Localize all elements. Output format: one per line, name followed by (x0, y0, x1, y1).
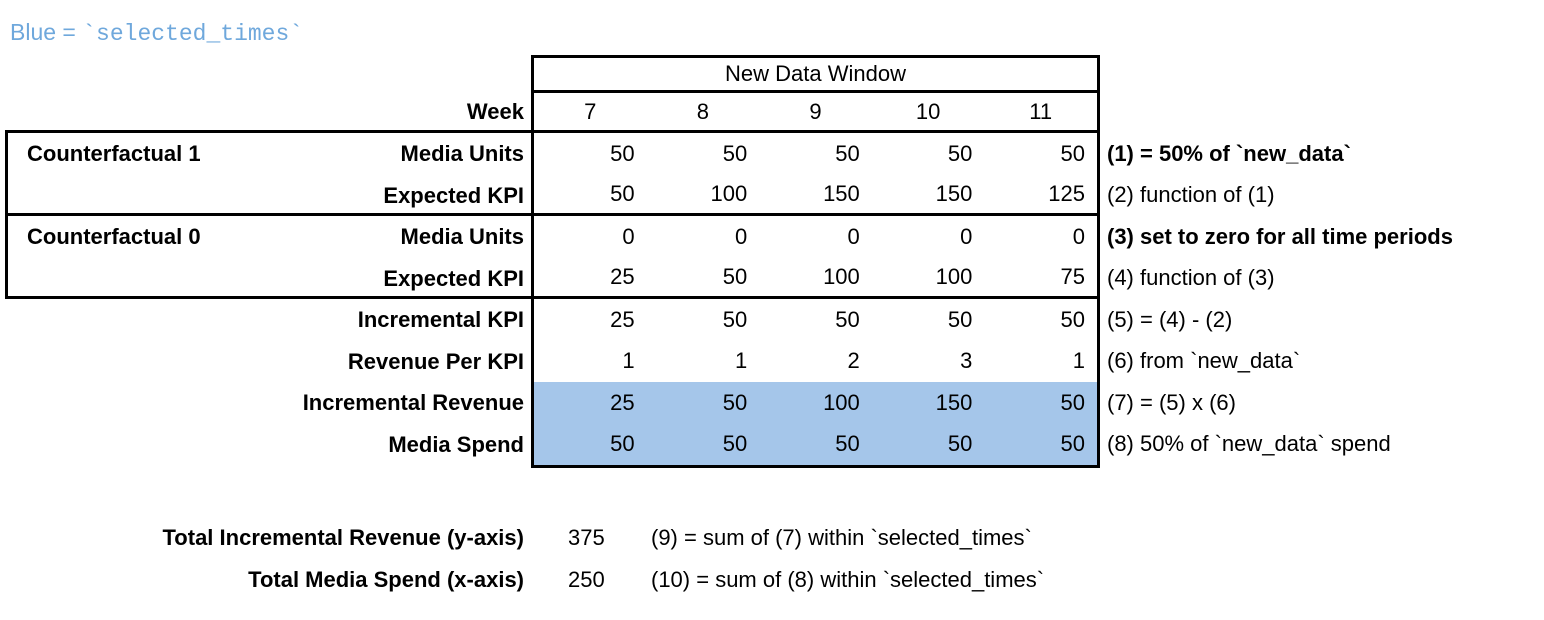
data-table: New Data Window 7 8 9 10 11 50 50 50 50 … (531, 55, 1100, 468)
table-cell: 50 (835, 306, 860, 332)
table-cell: 25 (534, 258, 647, 299)
row-label-expected-kpi-cf1: Expected KPI (383, 182, 524, 208)
table-cell: 50 (646, 258, 760, 299)
table-cell: 2 (847, 348, 860, 374)
total-incremental-revenue-note: (9) = sum of (7) within `selected_times` (651, 525, 1032, 550)
table-cell-highlighted: 50 (759, 423, 872, 465)
table-cell: 0 (734, 223, 748, 249)
week-column-header: 7 (584, 98, 597, 124)
table-cell: 1 (1072, 348, 1085, 374)
total-media-spend-value: 250 (568, 566, 605, 592)
row-note: (6) from `new_data` (1107, 348, 1301, 374)
table-cell: 25 (610, 306, 635, 332)
table-cell: 1 (622, 348, 635, 374)
total-incremental-revenue-value: 375 (568, 525, 605, 550)
table-cell: 50 (947, 140, 973, 166)
table-cell: 100 (871, 258, 985, 299)
table-cell-highlighted: 50 (984, 382, 1097, 424)
table-cell-highlighted: 25 (534, 382, 647, 424)
table-cell: 1 (734, 348, 748, 374)
counterfactual-0-box (5, 216, 531, 299)
table-cell: 0 (847, 223, 860, 249)
row-label-expected-kpi-cf0: Expected KPI (383, 265, 524, 291)
row-label-media-units-cf0: Media Units (400, 224, 524, 249)
data-grid: 50 50 50 50 50 50 100 150 150 125 0 0 0 … (534, 133, 1097, 465)
group-label-counterfactual-0: Counterfactual 0 (27, 224, 201, 249)
table-cell: 50 (1060, 140, 1085, 166)
week-column-header: 8 (696, 98, 710, 124)
row-note: (8) 50% of `new_data` spend (1107, 431, 1391, 457)
row-label-incremental-kpi: Incremental KPI (357, 307, 524, 332)
table-cell-highlighted: 150 (871, 382, 985, 424)
group-label-counterfactual-1: Counterfactual 1 (27, 141, 201, 166)
table-cell: 0 (1072, 223, 1085, 249)
table-cell: 50 (947, 306, 973, 332)
table-header-new-data-window: New Data Window (534, 58, 1097, 93)
row-note: (4) function of (3) (1107, 265, 1275, 291)
total-media-spend-label: Total Media Spend (x-axis) (248, 566, 524, 592)
table-cell-highlighted: 50 (871, 423, 985, 465)
legend-caption-prefix: Blue = (10, 19, 83, 45)
row-note: (5) = (4) - (2) (1107, 306, 1233, 332)
table-cell: 150 (871, 175, 985, 216)
week-column-header: 9 (809, 98, 822, 124)
table-cell: 50 (1060, 306, 1085, 332)
table-cell-highlighted: 50 (534, 423, 647, 465)
table-cell: 125 (984, 175, 1097, 216)
table-cell: 50 (722, 140, 748, 166)
counterfactual-1-box (5, 130, 531, 216)
row-note: (7) = (5) x (6) (1107, 389, 1236, 415)
table-cell: 3 (960, 348, 973, 374)
table-cell-highlighted: 50 (984, 423, 1097, 465)
row-note: (1) = 50% of `new_data` (1107, 140, 1351, 166)
row-label-incremental-revenue: Incremental Revenue (302, 390, 524, 415)
table-cell: 0 (622, 223, 635, 249)
week-column-header: 11 (1029, 98, 1053, 124)
row-label-media-units-cf1: Media Units (400, 141, 524, 166)
row-label-media-spend: Media Spend (388, 431, 524, 457)
row-note: (2) function of (1) (1107, 182, 1275, 208)
total-incremental-revenue-label: Total Incremental Revenue (y-axis) (162, 525, 525, 550)
table-cell-highlighted: 50 (646, 382, 760, 424)
week-column-header: 10 (915, 98, 941, 124)
row-label-revenue-per-kpi: Revenue Per KPI (347, 348, 524, 374)
table-cell: 50 (610, 140, 635, 166)
total-media-spend-note: (10) = sum of (8) within `selected_times… (651, 566, 1045, 592)
table-cell: 50 (835, 140, 860, 166)
legend-caption-code: `selected_times` (82, 21, 304, 47)
table-cell-highlighted: 50 (646, 423, 760, 465)
table-cell: 50 (534, 175, 647, 216)
table-cell: 100 (759, 258, 872, 299)
week-header-row: 7 8 9 10 11 (534, 93, 1097, 133)
week-label: Week (466, 99, 524, 124)
table-cell: 0 (960, 223, 973, 249)
table-cell-highlighted: 100 (759, 382, 872, 424)
table-cell: 50 (722, 306, 748, 332)
table-cell: 100 (646, 175, 760, 216)
table-cell: 75 (984, 258, 1097, 299)
row-note: (3) set to zero for all time periods (1107, 223, 1453, 249)
legend-caption: Blue = `selected_times` (10, 17, 303, 47)
table-cell: 150 (759, 175, 872, 216)
